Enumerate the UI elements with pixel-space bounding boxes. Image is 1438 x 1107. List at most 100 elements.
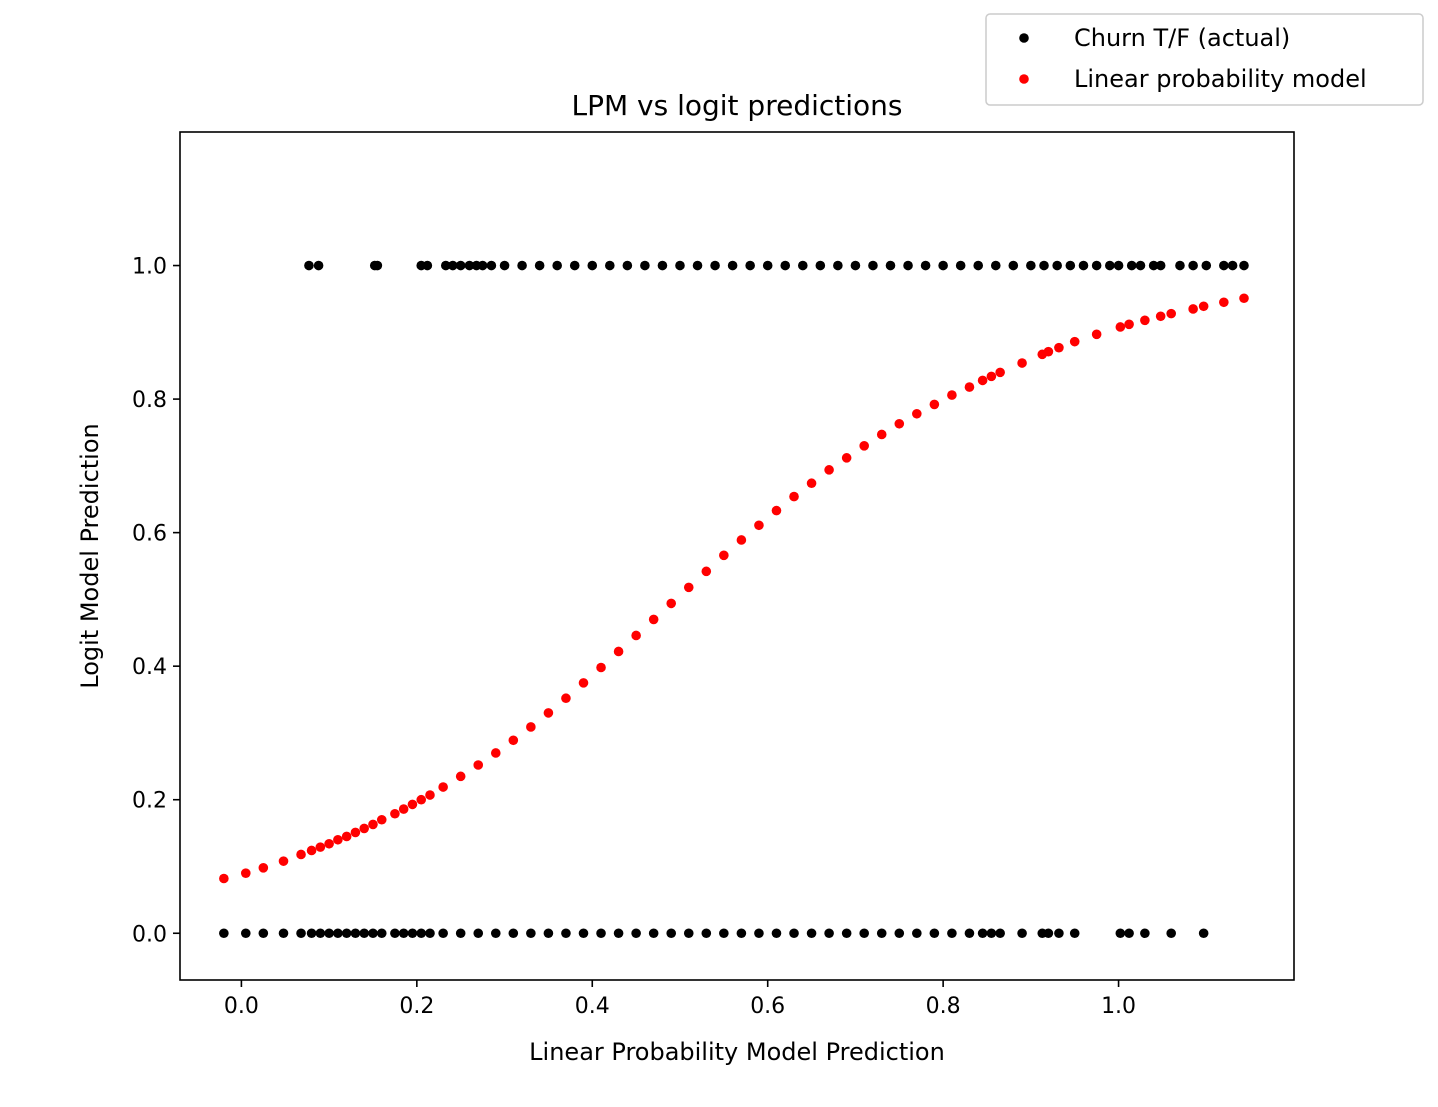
point-churn-t-f-actual	[278, 928, 289, 939]
point-churn-t-f-actual	[219, 928, 229, 939]
point-linear-probability-model	[341, 831, 352, 842]
point-linear-probability-model	[1017, 358, 1027, 368]
point-churn-t-f-actual	[666, 928, 677, 939]
point-linear-probability-model	[398, 804, 409, 814]
point-churn-t-f-actual	[490, 928, 501, 939]
point-churn-t-f-actual	[543, 928, 554, 939]
point-churn-t-f-actual	[920, 260, 931, 271]
point-linear-probability-model	[324, 838, 334, 849]
point-linear-probability-model	[789, 491, 799, 502]
point-churn-t-f-actual	[876, 928, 887, 939]
point-linear-probability-model	[240, 868, 251, 878]
point-linear-probability-model	[754, 520, 764, 531]
point-churn-t-f-actual	[986, 928, 997, 939]
plot-marks	[219, 260, 1249, 939]
point-linear-probability-model	[912, 408, 922, 419]
point-linear-probability-model	[425, 790, 435, 800]
point-churn-t-f-actual	[824, 928, 834, 939]
point-churn-t-f-actual	[425, 928, 435, 939]
point-churn-t-f-actual	[324, 928, 334, 939]
x-tick-label: 0.6	[750, 994, 785, 1019]
point-linear-probability-model	[1239, 293, 1249, 304]
point-churn-t-f-actual	[407, 928, 418, 939]
point-churn-t-f-actual	[578, 928, 589, 939]
point-churn-t-f-actual	[422, 260, 433, 271]
point-linear-probability-model	[1124, 319, 1134, 330]
point-churn-t-f-actual	[1105, 260, 1115, 271]
point-churn-t-f-actual	[1113, 260, 1124, 271]
point-churn-t-f-actual	[1008, 260, 1019, 271]
point-churn-t-f-actual	[903, 260, 913, 271]
point-churn-t-f-actual	[499, 260, 510, 271]
point-churn-t-f-actual	[1115, 928, 1126, 939]
point-linear-probability-model	[1043, 346, 1054, 357]
point-linear-probability-model	[631, 630, 641, 641]
point-linear-probability-model	[806, 478, 817, 489]
point-churn-t-f-actual	[727, 260, 738, 271]
point-churn-t-f-actual	[850, 260, 861, 271]
point-churn-t-f-actual	[569, 260, 580, 271]
point-churn-t-f-actual	[455, 260, 466, 271]
point-churn-t-f-actual	[455, 928, 466, 939]
point-churn-t-f-actual	[780, 260, 791, 271]
point-linear-probability-model	[986, 371, 997, 382]
point-churn-t-f-actual	[797, 260, 808, 271]
point-churn-t-f-actual	[1201, 260, 1212, 271]
point-linear-probability-model	[1115, 322, 1126, 332]
point-churn-t-f-actual	[534, 260, 545, 271]
point-churn-t-f-actual	[1017, 928, 1027, 939]
point-churn-t-f-actual	[448, 260, 458, 271]
point-linear-probability-model	[390, 808, 400, 819]
point-linear-probability-model	[1219, 297, 1229, 308]
point-churn-t-f-actual	[1078, 260, 1089, 271]
y-tick-label: 0.2	[132, 789, 167, 814]
point-linear-probability-model	[771, 505, 782, 516]
point-linear-probability-model	[473, 760, 484, 770]
point-churn-t-f-actual	[587, 260, 598, 271]
point-churn-t-f-actual	[1140, 928, 1150, 939]
point-linear-probability-model	[1091, 329, 1102, 340]
point-churn-t-f-actual	[1135, 260, 1146, 271]
point-linear-probability-model	[701, 566, 712, 577]
point-linear-probability-model	[407, 799, 418, 810]
point-churn-t-f-actual	[359, 928, 370, 939]
point-churn-t-f-actual	[710, 260, 720, 271]
series-churn-t-f-actual	[219, 260, 1249, 939]
point-churn-t-f-actual	[258, 928, 269, 939]
point-churn-t-f-actual	[789, 928, 799, 939]
point-churn-t-f-actual	[973, 260, 984, 271]
point-linear-probability-model	[947, 390, 957, 400]
point-churn-t-f-actual	[631, 928, 641, 939]
point-linear-probability-model	[278, 856, 289, 866]
point-churn-t-f-actual	[841, 928, 852, 939]
legend-box	[985, 13, 1424, 106]
point-churn-t-f-actual	[376, 928, 387, 939]
point-churn-t-f-actual	[1175, 260, 1185, 271]
point-linear-probability-model	[977, 375, 988, 386]
point-churn-t-f-actual	[754, 928, 764, 939]
point-linear-probability-model	[876, 429, 887, 440]
point-linear-probability-model	[543, 708, 554, 718]
point-linear-probability-model	[350, 827, 361, 838]
y-axis-label: Logit Model Prediction	[76, 423, 104, 689]
point-churn-t-f-actual	[517, 260, 527, 271]
point-churn-t-f-actual	[1069, 928, 1080, 939]
point-churn-t-f-actual	[304, 260, 314, 271]
point-churn-t-f-actual	[745, 260, 755, 271]
point-linear-probability-model	[648, 614, 659, 625]
point-churn-t-f-actual	[596, 928, 606, 939]
point-churn-t-f-actual	[1227, 260, 1238, 271]
point-churn-t-f-actual	[640, 260, 650, 271]
point-churn-t-f-actual	[701, 928, 712, 939]
plot-frame	[179, 131, 1295, 981]
point-churn-t-f-actual	[1052, 260, 1062, 271]
legend-marker-churn-actual	[1019, 33, 1029, 43]
point-churn-t-f-actual	[306, 928, 317, 939]
x-tick-label: 0.4	[575, 994, 610, 1019]
y-tick-label: 1.0	[132, 255, 167, 280]
point-churn-t-f-actual	[955, 260, 966, 271]
point-churn-t-f-actual	[398, 928, 409, 939]
